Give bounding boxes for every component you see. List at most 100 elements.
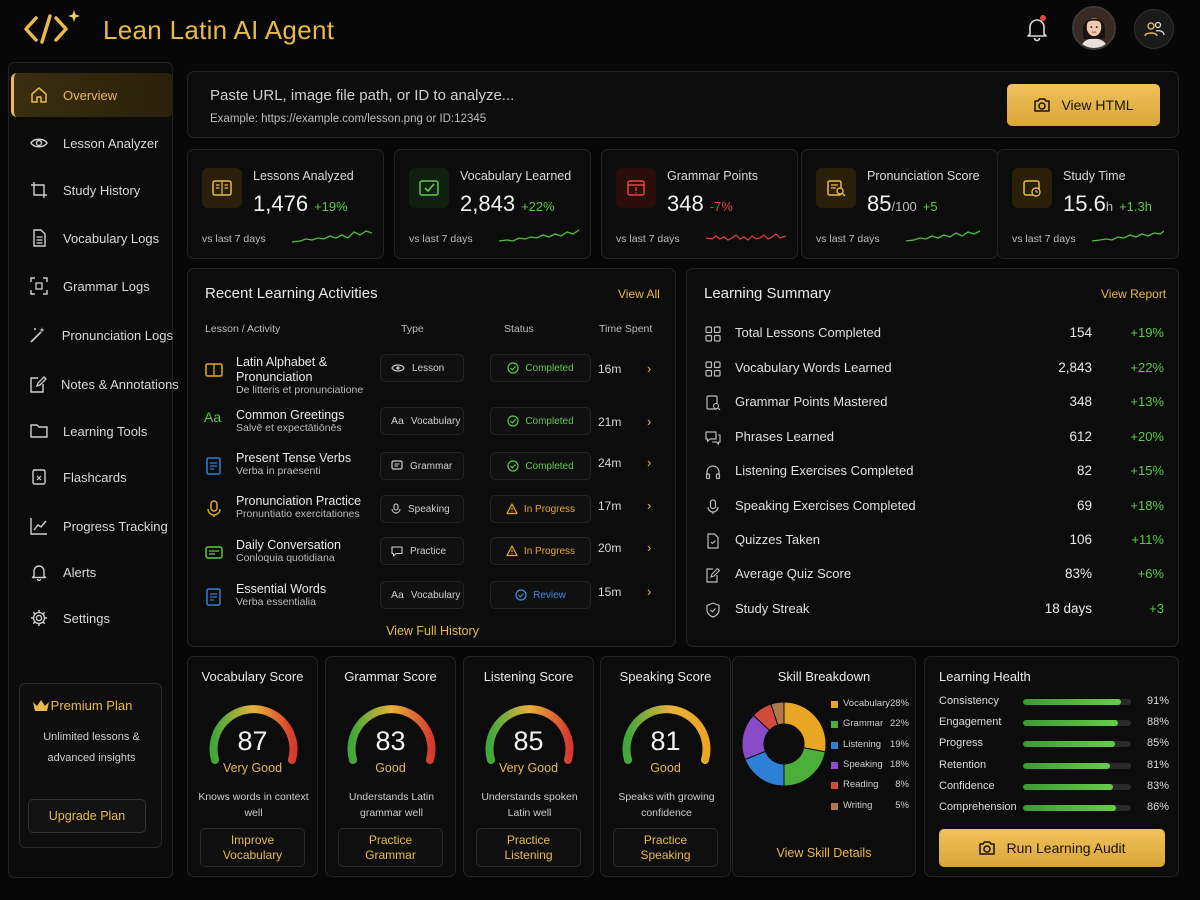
health-progress-bar [1023,762,1131,769]
legend-item-writing: Writing 5% [831,800,911,814]
legend-label: Vocabulary [843,698,891,709]
mic-small-icon [391,503,401,514]
sidebar-item-flashcards[interactable]: Flashcards [11,455,173,499]
view-skill-details-link[interactable]: View Skill Details [776,846,872,860]
legend-swatch [831,741,838,749]
activity-subtitle: Pronuntiatio exercitationes [236,508,360,520]
sidebar-item-pronunciation-logs[interactable]: Pronunciation Logs [11,313,173,357]
chevron-right-icon[interactable]: › [647,584,652,599]
sidebar-item-grammar-logs[interactable]: Grammar Logs [11,264,173,308]
activity-time: 24m [598,456,622,470]
view-all-link[interactable]: View All [618,287,660,301]
stat-comparison: vs last 7 days [202,233,266,245]
chevron-right-icon[interactable]: › [647,455,652,470]
sidebar-item-label: Alerts [63,564,97,580]
activity-row[interactable]: Latin Alphabet & Pronunciation De litter… [188,352,677,396]
user-avatar[interactable] [1072,6,1116,50]
mic-icon [707,499,719,514]
chevron-right-icon[interactable]: › [647,540,652,555]
summary-row: Speaking Exercises Completed 69 +18% [687,494,1180,524]
upgrade-plan-button[interactable]: Upgrade Plan [28,799,146,833]
view-full-history-link[interactable]: View Full History [386,624,479,638]
sidebar-item-overview[interactable]: Overview [11,73,173,117]
donut-hole [764,724,804,764]
health-label: Confidence [939,779,995,792]
check-circle-icon [507,460,519,472]
trend-sparkline [906,230,980,242]
column-header-activity: Lesson / Activity [205,323,281,335]
warning-icon [506,503,518,515]
practice-grammar-button[interactable]: Practice Grammar [338,828,443,867]
activity-title: Common Greetings [236,408,345,422]
health-progress-bar [1023,720,1131,727]
summary-row: Total Lessons Completed 154 +19% [687,321,1180,351]
activity-row[interactable]: Pronunciation Practice Pronuntiatio exer… [188,491,677,535]
summary-label: Phrases Learned [735,429,835,444]
summary-delta: +13% [1130,394,1164,409]
sidebar-item-alerts[interactable]: Alerts [11,550,173,594]
chat-icon [205,546,223,559]
view-html-button[interactable]: View HTML [1007,84,1160,126]
activity-title: Present Tense Verbs [236,451,352,465]
speech-bubbles-icon [705,431,721,446]
trend-sparkline [292,230,372,243]
home-icon [29,85,49,105]
sidebar-item-label: Progress Tracking [63,518,168,534]
legend-swatch [831,802,838,810]
team-button[interactable] [1134,9,1174,49]
run-learning-audit-button[interactable]: Run Learning Audit [939,829,1165,867]
activity-row[interactable]: Essential Words Verba essentialia Aa Voc… [188,579,677,623]
activity-subtitle: Conloquia quotidiana [236,552,335,564]
sidebar-item-learning-tools[interactable]: Learning Tools [11,409,173,453]
activity-type-badge: Grammar [380,452,464,480]
checklist-icon [409,168,449,208]
view-report-link[interactable]: View Report [1101,287,1167,301]
summary-delta: +22% [1130,360,1164,375]
legend-percent: 8% [895,779,909,791]
activity-row[interactable]: Present Tense Verbs Verba in praesenti G… [188,448,677,492]
practice-listening-button[interactable]: Practice Listening [476,828,581,867]
activity-subtitle: Salvē et expectātiōnēs [236,422,342,434]
practice-speaking-button[interactable]: Practice Speaking [613,828,718,867]
summary-value: 612 [1069,429,1092,444]
activity-time: 17m [598,499,622,513]
activity-row[interactable]: Daily Conversation Conloquia quotidiana … [188,535,677,579]
stat-title: Lessons Analyzed [253,169,354,183]
health-progress-fill [1023,762,1111,769]
summary-row: Listening Exercises Completed 82 +15% [687,459,1180,489]
sidebar-item-lesson-analyzer[interactable]: Lesson Analyzer [11,121,173,165]
notification-bell-icon[interactable] [1022,14,1052,44]
summary-value: 18 days [1044,601,1092,616]
health-row-confidence: Confidence 83% [939,780,1169,796]
sidebar-item-notes-annotations[interactable]: Notes & Annotations [11,362,179,406]
sidebar-item-study-history[interactable]: Study History [11,168,173,212]
score-value: 87 [237,726,268,756]
health-label: Consistency [939,695,999,707]
crop-icon [29,180,49,200]
recent-activities-panel: Recent Learning Activities View All Less… [187,268,676,647]
improve-vocabulary-button[interactable]: Improve Vocabulary [200,828,305,867]
sidebar-item-settings[interactable]: Settings [11,596,173,640]
score-grade: Very Good [498,761,559,775]
camera-icon [1034,98,1051,112]
activity-type-badge: Aa Vocabulary [380,581,464,609]
clock-icon [1012,168,1052,208]
score-description: Knows words in context well [198,791,309,819]
analyze-input-bar[interactable]: Paste URL, image file path, or ID to ana… [187,71,1179,138]
document-icon [29,228,49,248]
stat-delta: +5 [922,199,938,214]
chevron-right-icon[interactable]: › [647,361,652,376]
magic-wand-icon [29,325,48,345]
health-row-retention: Retention 81% [939,759,1169,775]
health-percent: 83% [1146,779,1169,792]
sidebar-item-label: Flashcards [63,469,127,485]
chevron-right-icon[interactable]: › [647,414,652,429]
sidebar-item-vocabulary-logs[interactable]: Vocabulary Logs [11,216,173,260]
health-progress-fill [1023,699,1122,705]
chevron-right-icon[interactable]: › [647,498,652,513]
grammar-icon [206,457,221,475]
activity-row[interactable]: Aa Common Greetings Salvē et expectātiōn… [188,405,677,449]
analyze-input-placeholder[interactable]: Paste URL, image file path, or ID to ana… [210,87,515,104]
folder-icon [29,421,49,441]
sidebar-item-progress-tracking[interactable]: Progress Tracking [11,504,173,548]
